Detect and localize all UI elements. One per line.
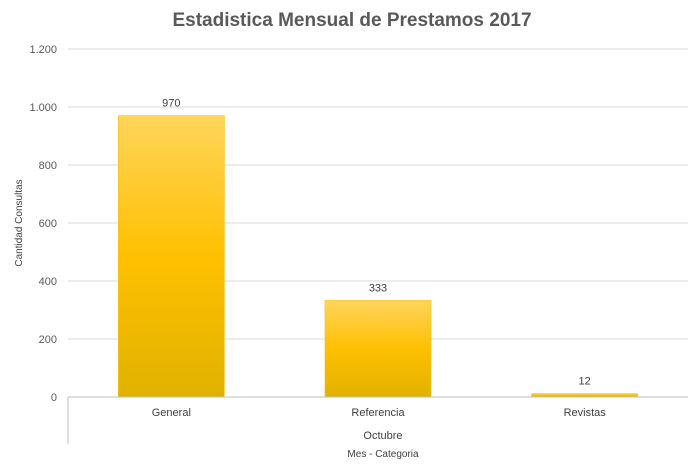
y-tick-label-1000: 1.000: [29, 102, 57, 114]
y-tick-label-0: 0: [51, 392, 57, 404]
bar-general: [118, 115, 225, 398]
y-tick-label-600: 600: [39, 218, 57, 230]
y-tick-label-200: 200: [39, 334, 57, 346]
chart-title: Estadistica Mensual de Prestamos 2017: [172, 10, 531, 31]
y-axis-ticks: 0 200 400 600 800 1.000 1.200: [29, 44, 57, 404]
data-labels: 970 333 12: [162, 98, 591, 388]
y-tick-label-1200: 1.200: [29, 44, 57, 56]
y-tick-label-400: 400: [39, 276, 57, 288]
x-axis-group-label: Octubre: [363, 430, 402, 442]
x-axis-title: Mes - Categoria: [347, 449, 419, 460]
y-tick-label-800: 800: [39, 160, 57, 172]
category-label-revistas: Revistas: [564, 407, 607, 419]
category-labels: General Referencia Revistas: [152, 407, 606, 419]
bars: [118, 115, 638, 398]
bar-revistas: [531, 393, 638, 398]
category-label-referencia: Referencia: [351, 407, 405, 419]
bar-referencia: [324, 300, 432, 398]
data-label-referencia: 333: [369, 282, 387, 294]
data-label-general: 970: [162, 98, 180, 110]
category-label-general: General: [152, 407, 191, 419]
data-label-revistas: 12: [579, 376, 591, 388]
y-axis-title: Cantidad Consultas: [14, 179, 25, 266]
